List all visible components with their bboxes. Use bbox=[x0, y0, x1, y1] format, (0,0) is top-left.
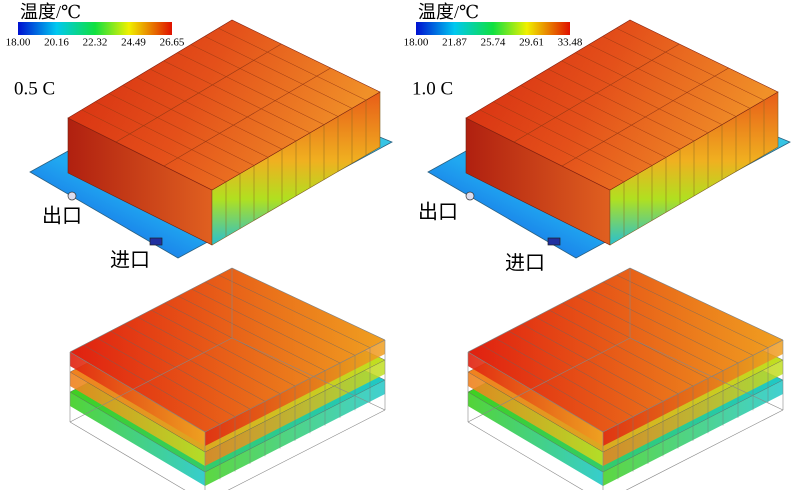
wireframe bbox=[629, 337, 784, 411]
wireframe bbox=[629, 267, 784, 341]
legend-title: 温度/℃ bbox=[418, 2, 479, 22]
cell-edge bbox=[548, 309, 694, 387]
cell-edge bbox=[137, 316, 281, 394]
layer-side bbox=[468, 392, 603, 486]
wireframe bbox=[227, 409, 386, 490]
cell-edge bbox=[506, 93, 653, 166]
cell-edge bbox=[204, 36, 353, 109]
cell-edge bbox=[535, 316, 679, 394]
legend-title: 温度/℃ bbox=[20, 2, 81, 22]
inlet-label: 进口 bbox=[110, 249, 150, 272]
colorbar-tick: 26.65 bbox=[160, 37, 185, 49]
cell-edge bbox=[149, 68, 297, 142]
rate-label: 1.0 C bbox=[412, 78, 453, 99]
wireframe bbox=[231, 267, 386, 341]
cell-edge bbox=[479, 109, 625, 183]
cell-edge bbox=[508, 330, 649, 410]
cell-edge bbox=[534, 76, 681, 150]
colorbar-tick: 25.74 bbox=[481, 37, 506, 49]
cell-edge bbox=[547, 68, 695, 142]
wireframe bbox=[625, 409, 784, 490]
layer-side bbox=[468, 352, 603, 446]
colorbar-tick: 21.87 bbox=[442, 37, 467, 49]
wireframe bbox=[467, 351, 604, 433]
colorbar-tick: 24.49 bbox=[121, 37, 146, 49]
layer-side bbox=[70, 352, 205, 446]
row-edge bbox=[561, 67, 729, 167]
cell-edge bbox=[575, 295, 724, 371]
colorbar-tick: 18.00 bbox=[6, 37, 31, 49]
row-edge bbox=[115, 43, 282, 143]
layer-side bbox=[468, 372, 603, 466]
port bbox=[67, 191, 77, 201]
port bbox=[465, 191, 475, 201]
cell-edge bbox=[123, 323, 266, 402]
cell-edge bbox=[110, 330, 251, 410]
cell-edge bbox=[481, 344, 619, 425]
wireframe bbox=[231, 337, 386, 411]
layer-side bbox=[70, 372, 205, 466]
cell-edge bbox=[218, 27, 367, 101]
inlet-label: 进口 bbox=[505, 252, 545, 275]
wireframe bbox=[602, 339, 784, 433]
wireframe bbox=[467, 337, 631, 423]
cell-edge bbox=[493, 101, 639, 174]
rate-label: 0.5 C bbox=[14, 78, 55, 99]
cell-edge bbox=[177, 295, 326, 371]
cell-edge bbox=[204, 281, 356, 356]
cell-edge bbox=[616, 274, 769, 348]
wireframe bbox=[69, 267, 233, 353]
wireframe bbox=[69, 337, 233, 423]
outlet-label: 出口 bbox=[42, 205, 82, 228]
cell-edge bbox=[494, 337, 634, 417]
cell-edge bbox=[177, 52, 325, 125]
colorbar-tick: 20.16 bbox=[44, 37, 69, 49]
colorbar bbox=[18, 22, 172, 35]
cell-edge bbox=[96, 337, 236, 417]
cell-edge bbox=[190, 44, 339, 117]
cell-edge bbox=[218, 274, 371, 348]
cell-edge bbox=[95, 101, 241, 174]
cell-edge bbox=[83, 344, 221, 425]
cell-edge bbox=[561, 60, 709, 134]
cell-edge bbox=[602, 36, 751, 109]
cell-edge bbox=[589, 288, 739, 364]
colorbar-tick: 29.61 bbox=[519, 37, 544, 49]
cell-edge bbox=[122, 85, 269, 158]
colorbar-tick: 22.32 bbox=[83, 37, 108, 49]
wireframe bbox=[204, 339, 386, 433]
colorbar bbox=[416, 22, 570, 35]
wireframe bbox=[467, 267, 631, 353]
cell-edge bbox=[191, 288, 341, 364]
colorbar-tick: 18.00 bbox=[404, 37, 429, 49]
port bbox=[149, 237, 163, 246]
wireframe bbox=[69, 351, 206, 433]
row-edge bbox=[513, 43, 680, 143]
port bbox=[547, 237, 561, 246]
cell-edge bbox=[602, 281, 754, 356]
wireframe bbox=[467, 421, 584, 490]
row-edge bbox=[163, 67, 331, 167]
cell-edge bbox=[136, 76, 283, 150]
cell-edge bbox=[81, 109, 227, 183]
wireframe bbox=[69, 421, 186, 490]
cell-edge bbox=[520, 85, 667, 158]
cell-edge bbox=[575, 52, 723, 125]
cell-edge bbox=[108, 93, 255, 166]
layer-side bbox=[70, 392, 205, 486]
colorbar-tick: 33.48 bbox=[558, 37, 583, 49]
cell-edge bbox=[588, 44, 737, 117]
cell-edge bbox=[150, 309, 296, 387]
cell-edge bbox=[163, 60, 311, 134]
cell-edge bbox=[616, 27, 765, 101]
outlet-label: 出口 bbox=[418, 201, 458, 224]
cell-edge bbox=[521, 323, 664, 402]
